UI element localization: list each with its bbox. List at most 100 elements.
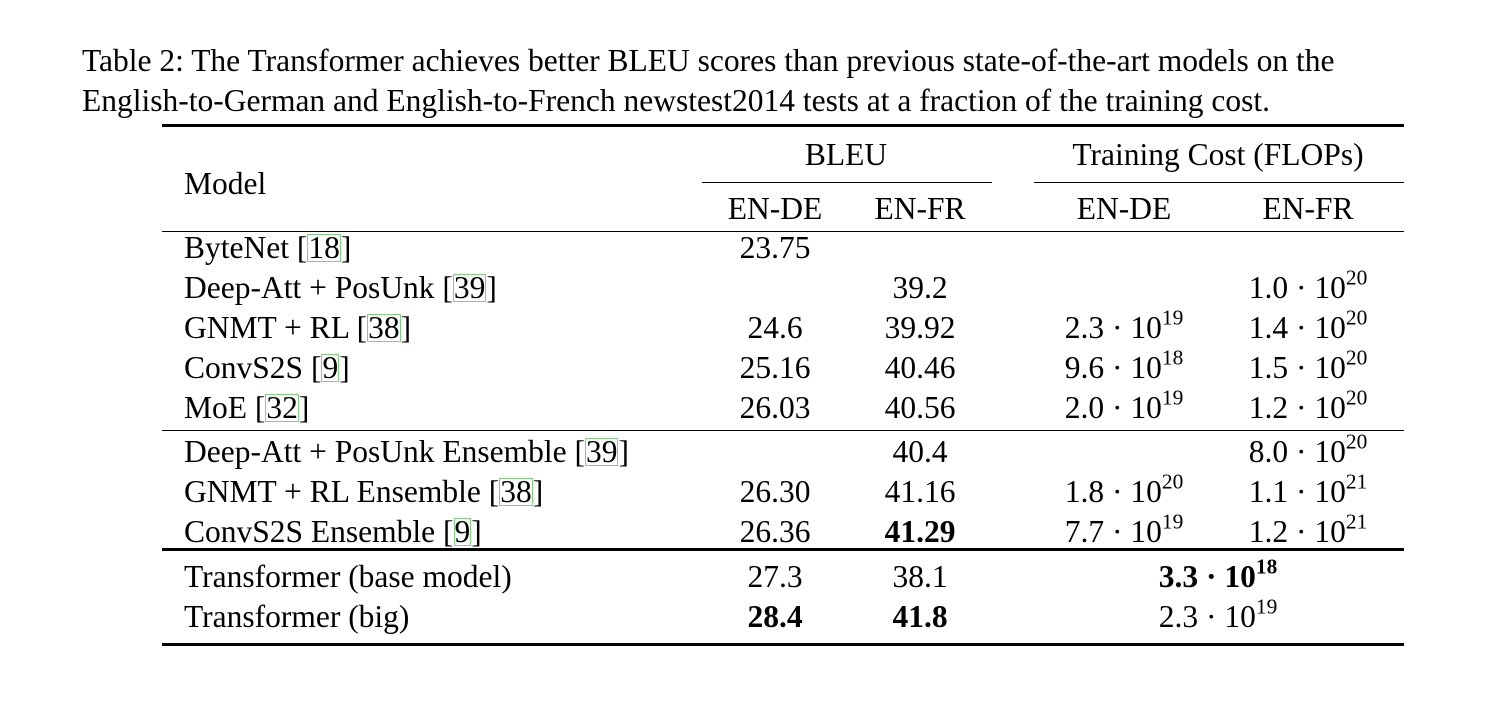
model-name: Deep-Att + PosUnk Ensemble	[184, 434, 567, 469]
mantissa: 9.6	[1064, 350, 1105, 385]
bleu-en-fr-value: 39.2	[892, 270, 948, 305]
mantissa: 1.2	[1248, 514, 1289, 549]
training-cost-value: 3.3 · 1018	[1158, 554, 1278, 594]
bleu-en-de-value: 23.75	[739, 230, 811, 265]
citation-link[interactable]: 39	[452, 270, 487, 305]
header-model: Model	[184, 166, 267, 201]
exponent: 18	[1161, 345, 1184, 370]
model-name-cell: MoE [32]	[184, 390, 310, 425]
header-bleu-en-fr: EN-FR	[874, 191, 966, 226]
exponent: 18	[1255, 554, 1278, 579]
model-name-cell: ByteNet [18]	[184, 230, 352, 265]
model-name-cell: ConvS2S [9]	[184, 350, 350, 385]
cost-group-rule	[1034, 182, 1404, 184]
mantissa: 8.0	[1248, 434, 1289, 469]
exponent: 21	[1345, 469, 1368, 494]
cost-en-fr-value: 1.1 · 1021	[1248, 469, 1368, 509]
model-name-cell: Deep-Att + PosUnk Ensemble [39]	[184, 434, 629, 469]
bleu-en-fr-value: 40.56	[884, 390, 956, 425]
cost-en-de-value: 7.7 · 1019	[1064, 509, 1184, 549]
model-name: ByteNet	[184, 230, 289, 265]
cost-en-fr-value: 1.4 · 1020	[1248, 305, 1368, 345]
model-name: MoE	[184, 390, 247, 425]
model-name-cell: Transformer (big)	[184, 597, 409, 637]
citation-link[interactable]: 38	[499, 474, 533, 509]
mantissa: 1.0	[1248, 270, 1289, 305]
bottom-rule	[162, 643, 1404, 646]
model-name: Transformer (base model)	[184, 559, 512, 594]
header-cost-en-de: EN-DE	[1076, 191, 1172, 226]
mantissa: 1.4	[1248, 310, 1289, 345]
bleu-en-fr-value: 40.46	[884, 350, 956, 385]
cost-en-fr-value: 1.5 · 1020	[1248, 345, 1368, 385]
cost-en-de-value: 9.6 · 1018	[1064, 345, 1184, 385]
bleu-group-rule	[702, 182, 992, 184]
mantissa: 2.3	[1064, 310, 1105, 345]
exponent: 20	[1345, 385, 1368, 410]
exponent: 19	[1255, 594, 1278, 619]
model-name: Deep-Att + PosUnk	[184, 270, 435, 305]
bleu-en-fr-value: 41.16	[884, 474, 956, 509]
model-name: ConvS2S Ensemble	[184, 514, 436, 549]
transformer-rule	[162, 548, 1404, 551]
bleu-en-de-value: 28.4	[747, 599, 803, 634]
model-name-cell: GNMT + RL Ensemble [38]	[184, 474, 544, 509]
cost-en-fr-value: 1.2 · 1021	[1248, 509, 1368, 549]
caption-line-2: English-to-German and English-to-French …	[82, 83, 1270, 118]
training-cost-value: 2.3 · 1019	[1158, 594, 1278, 634]
cost-en-fr-value: 1.0 · 1020	[1248, 265, 1368, 305]
citation-link[interactable]: 32	[265, 390, 299, 425]
model-name: GNMT + RL Ensemble	[184, 474, 481, 509]
exponent: 19	[1161, 305, 1184, 330]
mantissa: 2.0	[1064, 390, 1105, 425]
exponent: 20	[1345, 265, 1368, 290]
cost-en-de-value: 2.3 · 1019	[1064, 305, 1184, 345]
mantissa: 2.3	[1158, 599, 1199, 634]
bleu-en-fr-value: 38.1	[892, 559, 948, 594]
bleu-en-fr-value: 41.8	[892, 599, 948, 634]
exponent: 19	[1161, 385, 1184, 410]
header-rule	[162, 231, 1404, 233]
cost-en-fr-value: 8.0 · 1020	[1248, 429, 1368, 469]
bleu-en-de-value: 27.3	[747, 559, 803, 594]
cost-en-de-value: 2.0 · 1019	[1064, 385, 1184, 425]
bleu-en-fr-value: 41.29	[884, 514, 956, 549]
mantissa: 7.7	[1064, 514, 1105, 549]
header-bleu-en-de: EN-DE	[727, 191, 823, 226]
cost-en-de-value: 1.8 · 1020	[1064, 469, 1184, 509]
mantissa: 3.3	[1158, 559, 1199, 594]
exponent: 20	[1161, 469, 1184, 494]
model-name: Transformer (big)	[184, 599, 410, 634]
header-cost-en-fr: EN-FR	[1262, 191, 1354, 226]
bleu-en-de-value: 26.36	[739, 514, 811, 549]
exponent: 20	[1345, 429, 1368, 454]
header-bleu: BLEU	[804, 137, 888, 172]
model-name-cell: Transformer (base model)	[184, 557, 512, 597]
cost-en-fr-value: 1.2 · 1020	[1248, 385, 1368, 425]
mantissa: 1.5	[1248, 350, 1289, 385]
exponent: 20	[1345, 345, 1368, 370]
model-name-cell: GNMT + RL [38]	[184, 310, 412, 345]
citation-link[interactable]: 9	[453, 514, 472, 549]
header-training-cost: Training Cost (FLOPs)	[1072, 137, 1364, 172]
bleu-en-de-value: 24.6	[747, 310, 803, 345]
mantissa: 1.1	[1248, 474, 1289, 509]
model-name: GNMT + RL	[184, 310, 349, 345]
mantissa: 1.8	[1064, 474, 1105, 509]
bleu-en-fr-value: 39.92	[884, 310, 956, 345]
caption-line-1: Table 2: The Transformer achieves better…	[82, 43, 1335, 78]
ensemble-rule	[162, 430, 1404, 432]
bleu-en-de-value: 26.30	[739, 474, 811, 509]
mantissa: 1.2	[1248, 390, 1289, 425]
model-name: ConvS2S	[184, 350, 304, 385]
citation-link[interactable]: 18	[307, 230, 341, 265]
citation-link[interactable]: 39	[584, 434, 619, 469]
exponent: 19	[1161, 509, 1184, 534]
model-name-cell: ConvS2S Ensemble [9]	[184, 514, 482, 549]
top-rule	[162, 124, 1404, 127]
model-name-cell: Deep-Att + PosUnk [39]	[184, 270, 497, 305]
citation-link[interactable]: 9	[321, 350, 340, 385]
table-caption: Table 2: The Transformer achieves better…	[82, 41, 1492, 121]
citation-link[interactable]: 38	[367, 310, 401, 345]
exponent: 21	[1345, 509, 1368, 534]
